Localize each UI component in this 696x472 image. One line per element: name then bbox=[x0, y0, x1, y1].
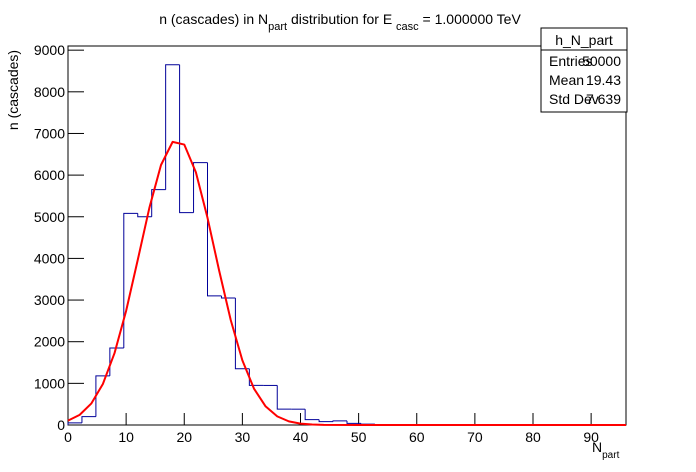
y-tick-label: 0 bbox=[57, 417, 65, 433]
histogram-bin bbox=[332, 420, 347, 422]
y-tick-label: 3000 bbox=[34, 292, 65, 308]
fit-curve bbox=[67, 140, 626, 426]
histogram-bin bbox=[220, 295, 236, 299]
histogram-bin bbox=[207, 162, 222, 297]
y-tick-label: 8000 bbox=[34, 84, 65, 100]
stats-key: Std Dev bbox=[549, 91, 599, 107]
histogram-bin bbox=[123, 212, 138, 348]
x-tick-label: 40 bbox=[293, 429, 309, 445]
histogram-bin bbox=[304, 409, 320, 421]
x-tick-label: 0 bbox=[64, 429, 72, 445]
x-tick-label: 90 bbox=[583, 429, 599, 445]
stats-value: 50000 bbox=[582, 53, 621, 69]
x-tick-label: 10 bbox=[118, 429, 134, 445]
stats-key: Mean bbox=[549, 72, 584, 88]
histogram-bin bbox=[151, 189, 166, 217]
histogram-bin bbox=[179, 64, 194, 214]
x-axis-label: Npart bbox=[592, 439, 620, 461]
x-tick-label: 60 bbox=[409, 429, 425, 445]
histogram-bin bbox=[81, 416, 96, 423]
x-tick-label: 70 bbox=[467, 429, 483, 445]
y-tick-label: 4000 bbox=[34, 250, 65, 266]
x-tick-label: 20 bbox=[176, 429, 192, 445]
y-tick-label: 7000 bbox=[34, 125, 65, 141]
histogram-bin bbox=[318, 419, 334, 423]
histogram-bin bbox=[165, 64, 180, 190]
stats-title: h_N_part bbox=[555, 32, 613, 48]
stats-value: 7.639 bbox=[586, 91, 621, 107]
histogram-bin bbox=[67, 422, 82, 425]
histogram-bin bbox=[193, 162, 208, 213]
stats-key: Entries bbox=[549, 53, 593, 69]
stats-frame bbox=[540, 27, 628, 113]
y-tick-label: 2000 bbox=[34, 334, 65, 350]
histogram-bin bbox=[276, 385, 292, 410]
y-tick-label: 5000 bbox=[34, 209, 65, 225]
y-tick-label: 6000 bbox=[34, 167, 65, 183]
y-tick-label: 9000 bbox=[34, 42, 65, 58]
y-tick-label: 1000 bbox=[34, 375, 65, 391]
x-tick-label: 80 bbox=[525, 429, 541, 445]
x-tick-label: 30 bbox=[235, 429, 251, 445]
histogram-bin bbox=[248, 368, 264, 386]
histogram-bin bbox=[234, 297, 250, 370]
chart-title: n (cascades) in Npart distribution for E… bbox=[159, 11, 521, 33]
x-tick-label: 50 bbox=[351, 429, 367, 445]
y-axis-label: n (cascades) bbox=[5, 50, 21, 130]
stats-value: 19.43 bbox=[586, 72, 621, 88]
histogram-bin bbox=[346, 420, 361, 424]
